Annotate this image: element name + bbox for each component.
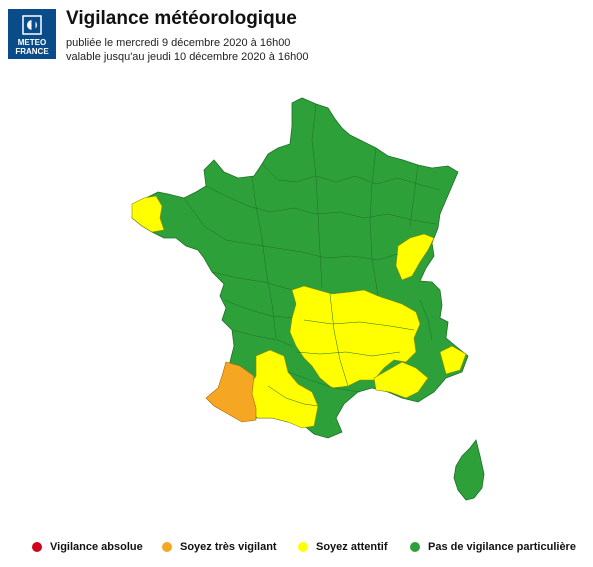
legend-item-attentif: Soyez attentif [298, 538, 388, 556]
orange-dot-icon [162, 542, 172, 552]
map-region-centre-auvergne-rhone[interactable] [289, 285, 421, 389]
legend-item-pas-de-vigilance: Pas de vigilance particulière [410, 538, 576, 556]
legend: Vigilance absolue Soyez très vigilant So… [0, 538, 593, 556]
logo-text-line2: FRANCE [15, 47, 49, 56]
red-dot-icon [32, 542, 42, 552]
yellow-dot-icon [298, 542, 308, 552]
map-region-landes-pyrenees-atlantiques[interactable] [205, 361, 257, 423]
legend-label: Pas de vigilance particulière [428, 541, 576, 553]
publication-date: publiée le mercredi 9 décembre 2020 à 16… [66, 37, 291, 49]
map-region-southeast-coast[interactable] [439, 345, 467, 375]
map-region-jura-doubs[interactable] [395, 233, 435, 281]
logo-emblem-icon [22, 15, 42, 35]
logo-text-line1: METEO [17, 38, 47, 47]
map-region-brittany-tip[interactable] [131, 195, 165, 233]
green-dot-icon [410, 542, 420, 552]
page-title: Vigilance météorologique [66, 8, 297, 29]
legend-label: Soyez très vigilant [180, 541, 277, 553]
meteo-france-logo: METEO FRANCE [8, 9, 56, 59]
vigilance-map [131, 97, 485, 501]
legend-label: Vigilance absolue [50, 541, 143, 553]
legend-item-tres-vigilant: Soyez très vigilant [162, 538, 277, 556]
legend-label: Soyez attentif [316, 541, 388, 553]
validity-date: valable jusqu'au jeudi 10 décembre 2020 … [66, 51, 309, 63]
map-region-southeast[interactable] [373, 361, 429, 399]
map-region-corsica[interactable] [453, 439, 485, 501]
department-borders [183, 103, 441, 407]
legend-item-absolue: Vigilance absolue [32, 538, 143, 556]
